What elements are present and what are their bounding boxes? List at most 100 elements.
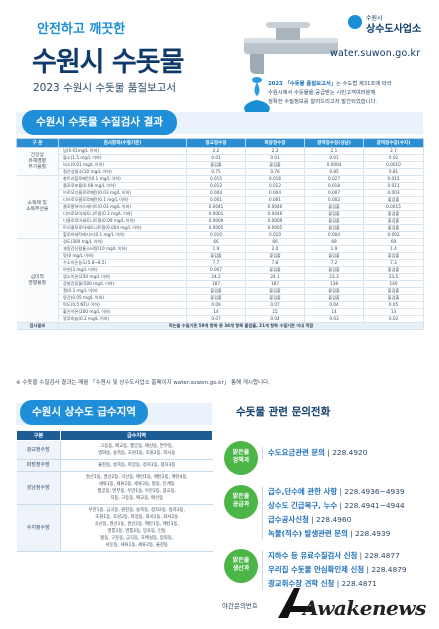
area-line: 율천동, 송죽동, 파장동, 정자1동, 정자3동 — [98, 463, 176, 468]
plant-name-cell: 파장정수장 — [16, 459, 61, 472]
result-cell: 불검출 — [363, 287, 424, 295]
result-cell: 0.0005 — [186, 224, 246, 232]
table-row: 심미적 영향물질 경도(300 mg/L 이하) 66 66 69 69 — [16, 238, 424, 323]
result-cell: 187 — [186, 280, 246, 288]
contact-label: 지하수 등 유료수질검사 신청 — [268, 551, 358, 560]
separator: | — [334, 579, 342, 588]
area-list-cell: 우만1동, 금곡동, 원천동, 송죽동, 정자2동, 정자3동, 조원1동, 조원… — [60, 504, 213, 552]
supply-section-title: 수원시 상수도 급수지역 — [20, 400, 148, 425]
table-row: 브로모디클로로메탄(0.03 mg/L 이하) 0.004 0.004 0.007 0.… — [17, 189, 424, 197]
phone-number[interactable]: 228.4877 — [364, 551, 400, 560]
table-row: 망간(0.05 mg/L 이하) 불검출 불검출 불검출 불검출 — [17, 294, 424, 302]
result-cell: 불검출 — [245, 252, 305, 260]
result-cell: 0.007 — [186, 266, 246, 274]
result-cell: 불검출 — [363, 224, 424, 232]
test-item-cell: 알루미늄(0.2 mg/L 이하) — [58, 315, 187, 323]
result-cell: 138 — [304, 280, 364, 288]
phone-number[interactable]: 228.4871 — [341, 579, 377, 588]
logo-org-name: 상수도사업소 — [366, 24, 422, 35]
table-row: 증발잔류물(500 mg/L 이하) 187 187 138 140 — [17, 280, 424, 288]
result-cell: 0.027 — [304, 175, 364, 183]
table-row: 과망간산칼륨소비량(10 mg/L 이하) 1.9 2.0 1.9 1.4 — [17, 245, 424, 253]
result-cell: 2.1 — [304, 147, 364, 155]
result-cell: 7.3 — [363, 259, 424, 267]
plant-name-cell: 성남정수장 — [16, 471, 61, 505]
watermark-logo-icon — [278, 588, 314, 618]
table-row: 건강상 유해영향 무기물질 납(0.01mg/L 이하) 2.2 2.3 2.1 2.7 — [16, 147, 424, 176]
area-line: 지동, 고등동, 매교동, 매산동 — [110, 496, 164, 501]
contact-line: 광교취수장 견학 신청 | 228.4871 — [268, 578, 377, 593]
department-circle: 맑은물 생산과 — [224, 549, 258, 583]
table-footer-row: 검사결과 먹는물 수질기준 59개 항목 중 38개 항목 불검출, 21개 항목… — [16, 322, 424, 330]
contact-label: 상수도 긴급복구, 누수 — [268, 501, 338, 510]
phone-number[interactable]: 228.4960 — [316, 515, 352, 524]
result-cell: 불검출 — [363, 252, 424, 260]
area-line: 서둔동, 세류1동, 세류2동, 율천동 — [105, 543, 168, 548]
result-cell: 0.02 — [363, 154, 424, 162]
phone-number[interactable]: 228.4936~4939 — [344, 487, 405, 496]
intro-line: 정확한 수질정보를 알려드리고자 발간되었습니다. — [268, 99, 378, 105]
result-cell: 69 — [363, 238, 424, 246]
result-cell: 0.05 — [363, 301, 424, 309]
col-header: 광역정수장(성남) — [304, 138, 364, 148]
test-item-cell: 경도(300 mg/L 이하) — [58, 238, 187, 246]
table-row: 아연(3 mg/L 이하) 0.007 불검출 불검출 불검출 — [17, 266, 424, 274]
footer-label: 검사결과 — [16, 322, 59, 330]
category-cell: 소독제 및 소독부산물 — [16, 175, 59, 239]
table-row: 비소(0.01 mg/L 이하) 불검출 불검출 0.0004 0.0010 — [17, 161, 424, 169]
area-line: 영통1동, 영통2동, 망포동, 인동 — [107, 529, 166, 534]
result-cell: 187 — [245, 280, 305, 288]
col-header: 광교정수장 — [186, 138, 246, 148]
result-cell: 불검출 — [245, 161, 305, 169]
plant-name-cell: 수지정수장 — [16, 504, 61, 552]
contact-divider — [262, 550, 263, 590]
result-cell: 7.8 — [245, 259, 305, 267]
col-header: 구분 — [16, 430, 61, 441]
result-cell: 0.0005 — [245, 224, 305, 232]
result-cell: 0.76 — [245, 168, 305, 176]
test-item-cell: 질산성질소(10 mg/L 이하) — [58, 168, 187, 176]
phone-number[interactable]: 228.4941~4944 — [344, 501, 405, 510]
table-row: 탁도(0.5 NTU 이하) 0.09 0.07 0.04 0.05 — [17, 301, 424, 309]
table-row: 트리클로로아세토니트릴(0.004 mg/L 이하) 0.0005 0.0005 불검… — [17, 224, 424, 232]
result-cell: 2.7 — [363, 147, 424, 155]
phone-number[interactable]: 228.4920 — [332, 448, 368, 457]
col-header: 구 분 — [16, 138, 59, 148]
city-logo-mark — [348, 15, 362, 29]
col-header: 파장정수장 — [245, 138, 305, 148]
test-item-cell: 할로아세틱에시드(0.1 mg/L 이하) — [58, 231, 187, 239]
contact-label: 수도요금관련 문의 — [268, 448, 325, 457]
area-line: 평동, 구운동, 금곡동, 호매실동, 입북동, — [100, 536, 174, 541]
result-cell: 7.7 — [186, 259, 246, 267]
department-circle: 맑은물 공급과 — [224, 485, 258, 519]
test-item-cell: 맛(0 mg/L 이하) — [58, 252, 187, 260]
result-cell: 0.002 — [363, 231, 424, 239]
result-cell: 0.012 — [245, 182, 305, 190]
test-item-cell: 수소이온농도(5.8~8.5) — [58, 259, 187, 267]
report-year-title: 2023 수원시 수돗물 품질보고서 — [33, 82, 176, 94]
result-cell: 0.0015 — [363, 203, 424, 211]
phone-number[interactable]: 228.4879 — [371, 565, 407, 574]
table-row: 할로아세틱에시드(0.1 mg/L 이하) 0.010 0.010 0.004 0.00… — [17, 231, 424, 239]
result-cell: 0.010 — [186, 231, 246, 239]
separator: | — [347, 529, 356, 538]
result-cell: 14 — [186, 308, 246, 316]
result-cell: 23.3 — [304, 273, 364, 281]
result-cell: 불검출 — [304, 217, 364, 225]
result-cell: 0.018 — [304, 182, 364, 190]
category-cell: 건강상 유해영향 무기물질 — [16, 147, 59, 176]
test-item-cell: 탁도(0.5 NTU 이하) — [58, 301, 187, 309]
contact-label: 녹물(적수) 발생관련 문의 — [268, 529, 348, 538]
night-contact-label: 야간문의번호 — [222, 602, 258, 610]
result-cell: 불검출 — [363, 217, 424, 225]
result-cell: 13 — [363, 308, 424, 316]
table-row: 성남정수장 권선1동, 권선2동, 곡선동, 매탄1동, 매탄2동, 매탄4동, 세… — [16, 471, 213, 505]
phone-number[interactable]: 228.4939 — [355, 529, 391, 538]
test-item-cell: 아연(3 mg/L 이하) — [58, 266, 187, 274]
area-line: 영화동, 송죽동, 조원1동, 조원2동, 파사동 — [98, 451, 176, 456]
result-cell: 1.9 — [304, 245, 364, 253]
result-cell: 2.2 — [186, 147, 246, 155]
result-cell: 0.001 — [245, 196, 305, 204]
result-cell: 0.01 — [304, 154, 364, 162]
contact-line: 상수도 긴급복구, 누수 | 228.4941~4944 — [268, 500, 405, 515]
